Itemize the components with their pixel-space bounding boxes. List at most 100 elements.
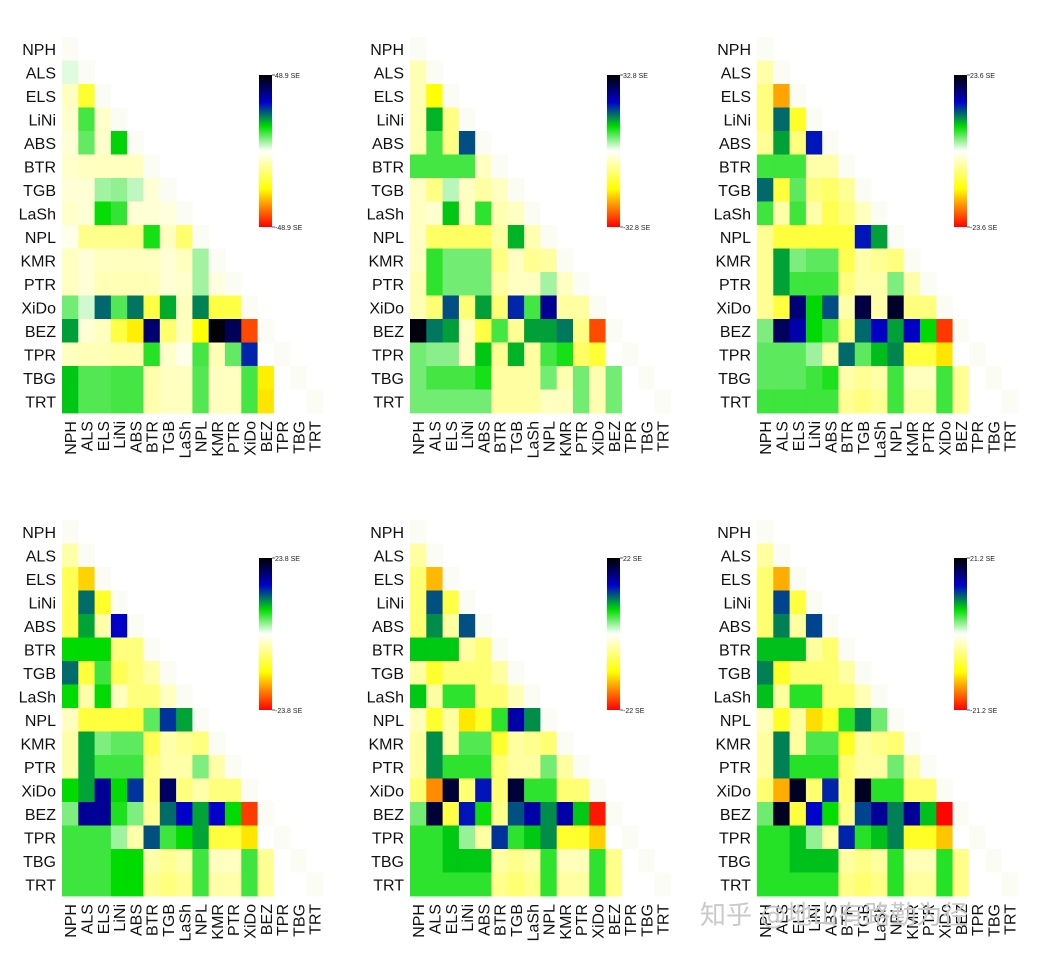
row-label: ELS	[721, 572, 751, 589]
heatmap-cell	[442, 614, 460, 638]
heatmap-cell	[94, 225, 112, 249]
heatmap-cell	[241, 872, 258, 897]
heatmap-diagonal-cell	[903, 248, 921, 273]
heatmap-cell	[757, 567, 774, 591]
row-label: LaSh	[714, 689, 751, 706]
colorbar-min-label: -21.2 SE	[970, 708, 998, 715]
heatmap-cell	[225, 389, 242, 414]
heatmap-cell	[838, 201, 856, 226]
heatmap-cell	[838, 178, 856, 202]
heatmap-cell	[127, 295, 144, 320]
row-label: NPH	[370, 42, 404, 59]
heatmap-cell	[143, 201, 161, 226]
column-label: TRT	[656, 421, 673, 452]
heatmap-cell	[127, 778, 144, 803]
heatmap-panel-5: NPHALSELSLiNiABSBTRTGBLaShNPLKMRPTRXiDoB…	[367, 520, 673, 941]
heatmap-cell	[491, 295, 509, 320]
heatmap-cell	[524, 248, 541, 273]
heatmap-diagonal-cell	[241, 295, 258, 320]
heatmap-cell	[524, 272, 541, 296]
heatmap-cell	[442, 131, 460, 155]
heatmap-cell	[225, 319, 242, 343]
heatmap-diagonal-cell	[887, 225, 905, 249]
colorbar	[607, 558, 620, 710]
row-label: TGB	[718, 183, 751, 200]
heatmap-cell	[805, 778, 823, 803]
heatmap-cell	[789, 684, 807, 709]
column-label: ABS	[476, 421, 493, 453]
colorbar-max-label: 32.8 SE	[623, 73, 648, 80]
heatmap-cell	[822, 872, 839, 897]
heatmap-cell	[887, 755, 905, 779]
row-label: NPH	[370, 525, 404, 542]
row-label: ELS	[374, 572, 404, 589]
heatmap-cell	[789, 178, 807, 202]
row-label: TRT	[25, 877, 56, 894]
heatmap-cell	[475, 272, 492, 296]
heatmap-cell	[491, 778, 509, 803]
row-label: TGB	[23, 183, 56, 200]
heatmap-cell	[871, 389, 888, 414]
heatmap-cell	[62, 154, 79, 179]
column-label: TRT	[308, 904, 325, 935]
heatmap-cell	[110, 154, 128, 179]
heatmap-cell	[507, 248, 525, 273]
heatmap-diagonal-cell	[757, 37, 774, 61]
heatmap-cell	[426, 637, 443, 662]
row-label: BTR	[372, 159, 404, 176]
heatmap-diagonal-cell	[524, 201, 541, 226]
heatmap-cell	[410, 802, 427, 826]
heatmap-cell	[94, 637, 112, 662]
heatmap-cell	[854, 225, 872, 249]
heatmap-cell	[78, 154, 95, 179]
heatmap-cell	[78, 778, 95, 803]
row-label: NPL	[25, 230, 56, 247]
heatmap-cell	[94, 614, 112, 638]
column-label: BEZ	[607, 904, 624, 935]
heatmap-cell	[805, 342, 823, 367]
heatmap-cell	[854, 872, 872, 897]
heatmap-cell	[442, 154, 460, 179]
heatmap-cell	[773, 802, 790, 826]
row-label: KMR	[715, 736, 751, 753]
heatmap-diagonal-cell	[192, 708, 210, 732]
heatmap-cell	[822, 201, 839, 226]
heatmap-diagonal-cell	[110, 590, 128, 615]
heatmap-cell	[192, 319, 210, 343]
heatmap-cell	[208, 366, 226, 390]
heatmap-cell	[426, 366, 443, 390]
heatmap-cell	[192, 272, 210, 296]
heatmap-diagonal-cell	[94, 567, 112, 591]
heatmap-diagonal-cell	[458, 590, 476, 615]
heatmap-cell	[410, 60, 427, 85]
heatmap-diagonal-cell	[306, 872, 324, 897]
heatmap-diagonal-cell	[78, 60, 95, 85]
heatmap-cell	[773, 567, 790, 591]
heatmap-cell	[805, 731, 823, 756]
row-label: ABS	[372, 619, 404, 636]
heatmap-cell	[110, 389, 128, 414]
row-label: TBG	[718, 854, 751, 871]
heatmap-cell	[952, 825, 970, 850]
heatmap-cell	[410, 107, 427, 132]
heatmap-cell	[458, 872, 476, 897]
heatmap-cell	[540, 802, 558, 826]
heatmap-cell	[757, 755, 774, 779]
heatmap-cell	[854, 201, 872, 226]
heatmap-diagonal-cell	[62, 520, 79, 544]
heatmap-cell	[127, 319, 144, 343]
heatmap-diagonal-cell	[789, 84, 807, 108]
heatmap-cell	[773, 84, 790, 108]
heatmap-cell	[757, 389, 774, 414]
column-label: TBG	[639, 904, 656, 937]
column-label: ABS	[823, 421, 840, 453]
heatmap-cell	[540, 731, 558, 756]
heatmap-cell	[556, 389, 574, 414]
heatmap-cell	[110, 248, 128, 273]
heatmap-cell	[426, 849, 443, 873]
row-label: BEZ	[373, 807, 404, 824]
heatmap-cell	[410, 131, 427, 155]
heatmap-cell	[290, 872, 307, 897]
heatmap-cell	[475, 366, 492, 390]
heatmap-cell	[968, 872, 986, 897]
